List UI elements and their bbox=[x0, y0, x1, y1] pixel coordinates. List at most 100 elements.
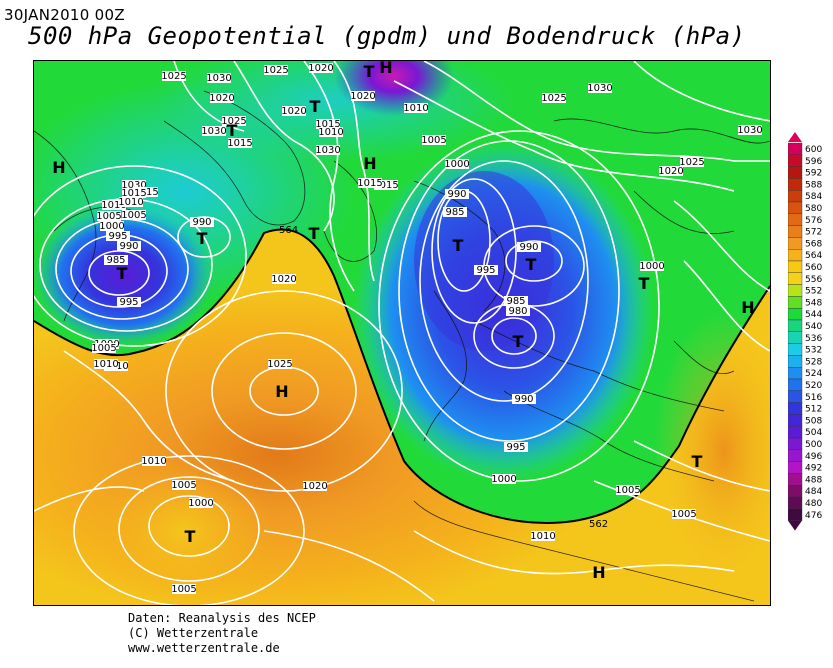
isobar-label: 1000 bbox=[99, 221, 125, 232]
isobar-label: 1005 bbox=[96, 211, 122, 222]
isobar-label: 1025 bbox=[541, 93, 567, 104]
low-marker-baltic: T bbox=[526, 255, 537, 274]
svg-text:1030: 1030 bbox=[587, 83, 612, 94]
isobar-label: 1005 bbox=[91, 343, 117, 354]
svg-text:1010: 1010 bbox=[141, 456, 166, 467]
svg-text:1020: 1020 bbox=[302, 481, 327, 492]
legend-level-label: 536 bbox=[805, 334, 822, 344]
svg-text:995: 995 bbox=[108, 231, 127, 242]
high-marker-sw-greenland: H bbox=[52, 158, 65, 177]
legend-swatch bbox=[788, 378, 803, 392]
isobar-label: 1000 bbox=[188, 498, 214, 509]
footer-credits: Daten: Reanalysis des NCEP (C) Wetterzen… bbox=[128, 611, 316, 656]
svg-text:1005: 1005 bbox=[171, 480, 196, 491]
isobar-label: 1000 bbox=[444, 159, 470, 170]
legend-level-label: 592 bbox=[805, 169, 822, 179]
legend-level-label: 500 bbox=[805, 440, 822, 450]
isobar-label: 1015 bbox=[357, 178, 383, 189]
svg-text:1025: 1025 bbox=[679, 157, 704, 168]
svg-text:1000: 1000 bbox=[188, 498, 213, 509]
legend-swatch bbox=[788, 496, 803, 510]
isobar-label: 990 bbox=[117, 241, 141, 252]
low-marker-iceland-west: T bbox=[364, 62, 375, 81]
isobar-label: 1010 bbox=[118, 197, 144, 208]
isobar-label: 990 bbox=[445, 189, 469, 200]
low-marker-svalbard: T bbox=[309, 224, 320, 243]
svg-text:990: 990 bbox=[447, 189, 466, 200]
isobar-label: 1015 bbox=[121, 188, 147, 199]
legend-swatch bbox=[788, 485, 803, 498]
svg-text:985: 985 bbox=[445, 207, 464, 218]
svg-text:1010: 1010 bbox=[118, 197, 143, 208]
high-marker-east: H bbox=[741, 298, 754, 317]
svg-text:1025: 1025 bbox=[263, 65, 288, 76]
svg-text:1000: 1000 bbox=[99, 221, 124, 232]
svg-text:1005: 1005 bbox=[615, 485, 640, 496]
low-marker-atlantic: T bbox=[185, 527, 196, 546]
map-title: 500 hPa Geopotential (gpdm) und Bodendru… bbox=[28, 22, 746, 50]
svg-text:1005: 1005 bbox=[671, 509, 696, 520]
legend-level-label: 528 bbox=[805, 357, 822, 367]
svg-text:1020: 1020 bbox=[281, 106, 306, 117]
svg-text:990: 990 bbox=[519, 242, 538, 253]
isobar-label: 1020 bbox=[302, 481, 328, 492]
legend-swatch bbox=[788, 390, 803, 403]
legend-level-label: 544 bbox=[805, 310, 822, 320]
legend-swatch bbox=[788, 355, 803, 368]
legend-level-label: 588 bbox=[805, 180, 822, 190]
legend-level-label: 532 bbox=[805, 346, 822, 356]
isobar-label: 1025 bbox=[221, 116, 247, 127]
legend-swatch bbox=[788, 307, 803, 321]
legend-swatch bbox=[788, 319, 803, 333]
svg-text:1030: 1030 bbox=[201, 126, 226, 137]
low-marker-north-greenland: T bbox=[310, 97, 321, 116]
isobar-label: 1030 bbox=[587, 83, 613, 94]
legend-swatch bbox=[788, 260, 803, 274]
svg-text:1020: 1020 bbox=[350, 91, 375, 102]
isobar-label: 1020 bbox=[271, 274, 297, 285]
isobar-label: 1020 bbox=[209, 93, 235, 104]
svg-text:1010: 1010 bbox=[93, 359, 118, 370]
footer-copyright: (C) Wetterzentrale bbox=[128, 626, 259, 640]
footer-source: Daten: Reanalysis des NCEP bbox=[128, 611, 316, 625]
weather-map: 1025 1030 1020 1015 1010 1005 1000 995 990 985 103… bbox=[33, 60, 771, 606]
svg-text:1005: 1005 bbox=[171, 584, 196, 595]
legend-swatch bbox=[788, 201, 803, 215]
legend-swatch bbox=[788, 426, 803, 439]
isobar-label: 1030 bbox=[121, 180, 147, 191]
isobar-label: 980 bbox=[506, 306, 530, 317]
legend-swatch bbox=[788, 154, 803, 167]
legend-top-arrow bbox=[788, 132, 802, 142]
legend-level-label: 512 bbox=[805, 405, 822, 415]
legend-level-label: 556 bbox=[805, 275, 822, 285]
isobar-label: 1015 bbox=[315, 119, 341, 130]
svg-text:995: 995 bbox=[476, 265, 495, 276]
legend-level-label: 504 bbox=[805, 428, 822, 438]
svg-text:1010: 1010 bbox=[101, 200, 126, 211]
legend-swatch bbox=[788, 461, 803, 474]
svg-text:1030: 1030 bbox=[737, 125, 762, 136]
legend-swatch bbox=[788, 284, 803, 297]
isobar-label: 1005 bbox=[171, 584, 197, 595]
high-marker-norwegian-sea: H bbox=[363, 154, 376, 173]
svg-text:1015: 1015 bbox=[357, 178, 382, 189]
svg-text:1025: 1025 bbox=[221, 116, 246, 127]
svg-text:1015: 1015 bbox=[373, 180, 398, 191]
isobar-label: 1030 bbox=[737, 125, 763, 136]
legend-level-label: 580 bbox=[805, 204, 822, 214]
isobar-label: 995 bbox=[117, 297, 141, 308]
legend-swatch bbox=[788, 366, 803, 380]
isobar-label: 1025 bbox=[679, 157, 705, 168]
isobar-label: 1010 bbox=[141, 456, 167, 467]
isobar-label: 1020 bbox=[350, 91, 376, 102]
legend-level-label: 492 bbox=[805, 464, 822, 474]
isobar-label: 1005 bbox=[671, 509, 697, 520]
legend-swatch bbox=[788, 178, 803, 191]
low-marker-russia: T bbox=[639, 274, 650, 293]
field-top-low bbox=[334, 61, 454, 116]
svg-text:1010: 1010 bbox=[318, 127, 343, 138]
legend-swatch bbox=[788, 166, 803, 179]
isobar-label: 1025 bbox=[263, 65, 289, 76]
footer-url[interactable]: www.wetterzentrale.de bbox=[128, 641, 280, 655]
svg-text:990: 990 bbox=[119, 241, 138, 252]
